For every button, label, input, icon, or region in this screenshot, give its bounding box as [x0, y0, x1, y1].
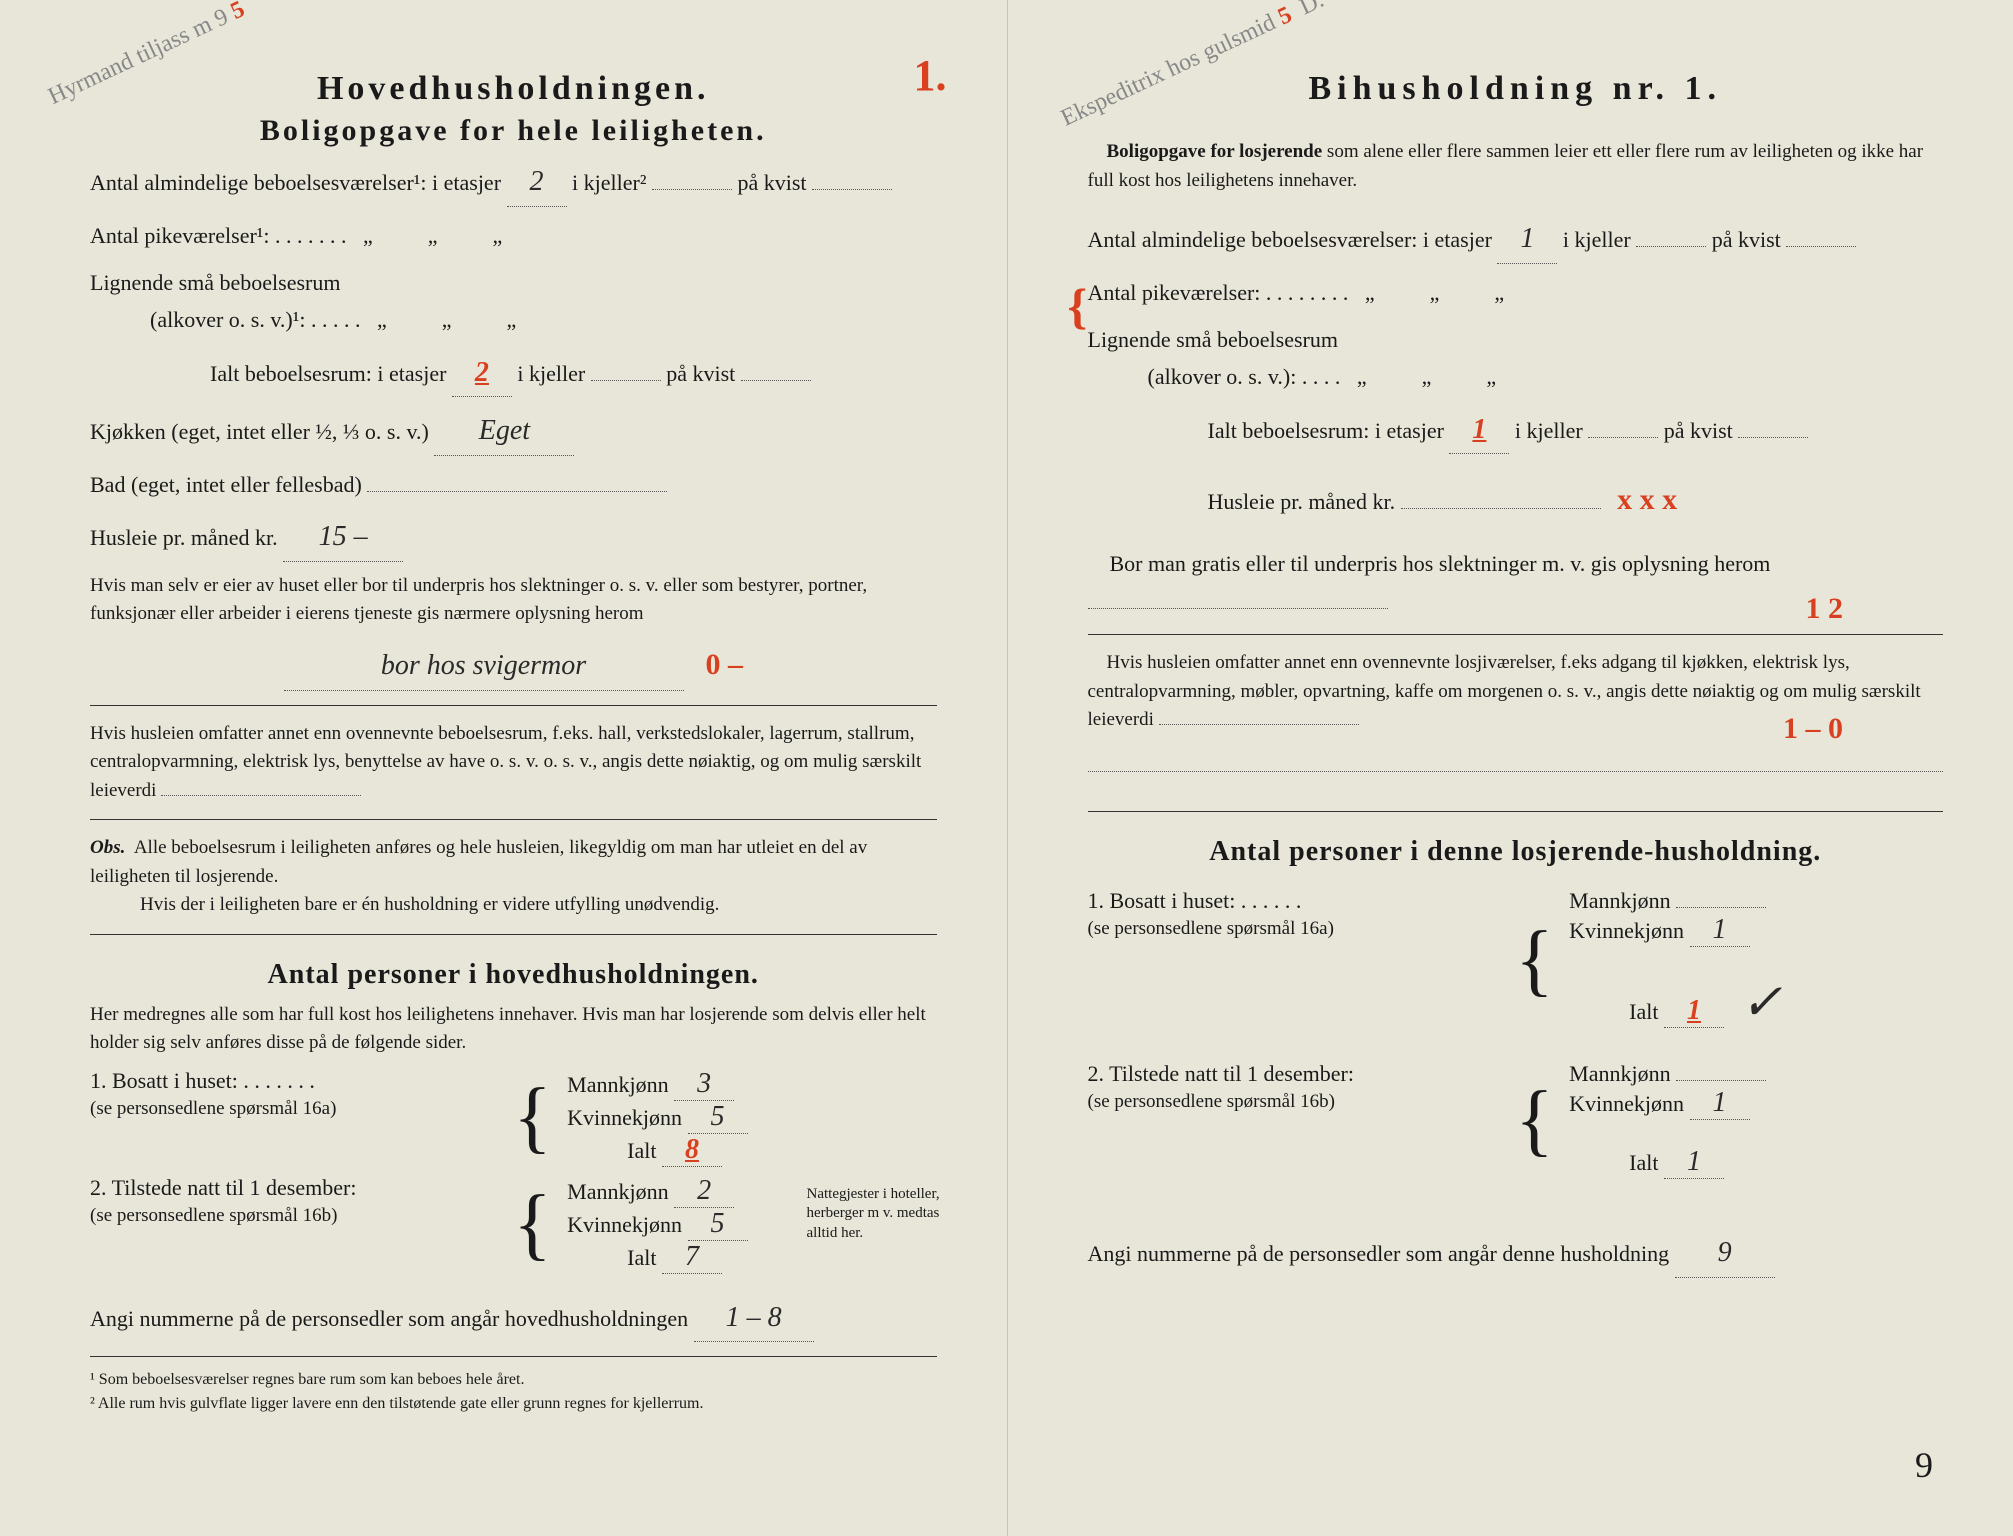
divider [90, 819, 937, 820]
intro: Boligopgave for losjerende som alene ell… [1088, 138, 1944, 195]
footnote-1: ¹ Som beboelsesværelser regnes bare rum … [90, 1371, 937, 1389]
persons-bosatt: 1. Bosatt i huset: . . . . . . . (se per… [90, 1068, 937, 1167]
divider [90, 705, 937, 706]
line-rooms: Antal almindelige beboelsesværelser¹: i … [90, 158, 937, 207]
note-owner: Hvis man selv er eier av huset eller bor… [90, 572, 937, 629]
pencil-annotation: Ekspeditrix hos gulsmid 5 D. U. [1057, 0, 1355, 133]
divider [90, 934, 937, 935]
persons-bosatt: 1. Bosatt i huset: . . . . . . (se perso… [1088, 888, 1944, 1031]
section-persons-title: Antal personer i hovedhusholdningen. [90, 959, 937, 991]
divider [1088, 634, 1944, 635]
line-alkover: Lignende små beboelsesrum (alkover o. s.… [1088, 321, 1944, 396]
line-husleie: Husleie pr. måned kr. 15 – [90, 513, 937, 562]
title-main: Bihusholdning nr. 1. [1088, 70, 1944, 108]
line-ialt-rooms: Ialt beboelsesrum: i etasjer 2 i kjeller… [90, 349, 937, 398]
note-owner-value: bor hos svigermor 0 – [90, 639, 937, 691]
line-rooms: Antal almindelige beboelsesværelser: i e… [1088, 215, 1944, 264]
title-main: Hovedhusholdningen. [90, 70, 937, 108]
angi-line: Angi nummerne på de personsedler som ang… [1088, 1229, 1944, 1278]
line-bad: Bad (eget, intet eller fellesbad) [90, 466, 937, 503]
section-persons-title: Antal personer i denne losjerende-hushol… [1088, 836, 1944, 868]
subtitle: Boligopgave for hele leiligheten. [90, 114, 937, 148]
divider [1088, 811, 1944, 812]
left-page: Hyrmand tiljass m 9 5 1. Hovedhusholdnin… [0, 0, 1007, 1536]
divider [90, 1356, 937, 1357]
line-husleie: Husleie pr. måned kr. x x x [1088, 474, 1944, 525]
line-pike: { Antal pikeværelser: . . . . . . . . „ … [1088, 274, 1944, 311]
right-page: Ekspeditrix hos gulsmid 5 D. U. Bihushol… [1007, 0, 2013, 1536]
section-persons-intro: Her medregnes alle som har full kost hos… [90, 1001, 937, 1058]
line-ialt-rooms: Ialt beboelsesrum: i etasjer 1 i kjeller… [1088, 406, 1944, 455]
line-pike: Antal pikeværelser¹: . . . . . . . „ „ „ [90, 217, 937, 254]
obs-block: Obs. Alle beboelsesrum i leiligheten anf… [90, 834, 937, 920]
note-bor: Bor man gratis eller til underpris hos s… [1088, 545, 1944, 620]
angi-line: Angi nummerne på de personsedler som ang… [90, 1294, 937, 1343]
note-husleie-extra: Hvis husleien omfatter annet enn ovennev… [1088, 649, 1944, 735]
persons-tilstede: 2. Tilstede natt til 1 desember: (se per… [90, 1175, 937, 1274]
persons-tilstede: 2. Tilstede natt til 1 desember: (se per… [1088, 1061, 1944, 1179]
side-note-hotell: Nattegjester i hoteller, herberger m v. … [807, 1185, 947, 1244]
line-alkover: Lignende små beboelsesrum (alkover o. s.… [90, 264, 937, 339]
bottom-page-num: 9 [1915, 1444, 1933, 1486]
page-number-red: 1. [914, 50, 947, 101]
note-husleie-extra: Hvis husleien omfatter annet enn ovennev… [90, 720, 937, 806]
footnote-2: ² Alle rum hvis gulvflate ligger lavere … [90, 1395, 937, 1413]
line-kjokken: Kjøkken (eget, intet eller ½, ⅓ o. s. v.… [90, 407, 937, 456]
